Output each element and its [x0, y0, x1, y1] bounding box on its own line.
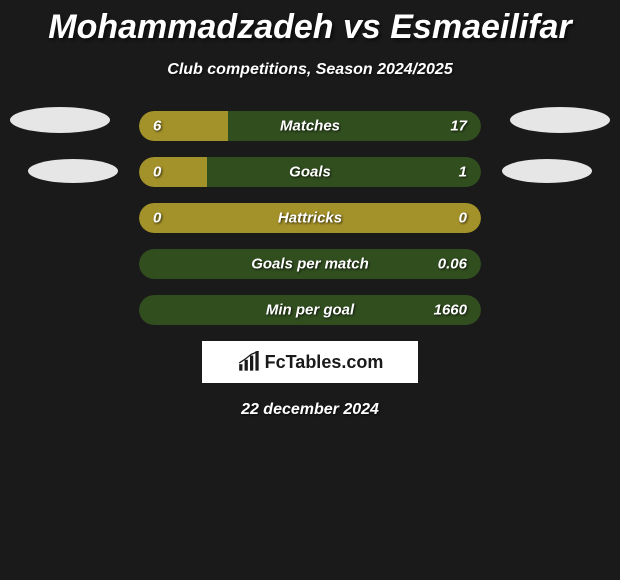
stat-value-right: 1	[459, 164, 467, 181]
player-photo-placeholder-right-1	[510, 107, 610, 133]
stat-row: 0 0 Hattricks	[139, 203, 481, 233]
stat-value-left: 0	[153, 164, 161, 181]
date-label: 22 december 2024	[0, 401, 620, 419]
bar-fill-right	[207, 157, 481, 187]
stat-value-right: 1660	[434, 302, 467, 319]
stat-row: 1660 Min per goal	[139, 295, 481, 325]
stat-value-left: 0	[153, 210, 161, 227]
stat-row: 0 1 Goals	[139, 157, 481, 187]
stat-value-right: 17	[450, 118, 467, 135]
stat-value-left: 6	[153, 118, 161, 135]
bar-fill-left	[139, 157, 207, 187]
stat-row: 0.06 Goals per match	[139, 249, 481, 279]
stat-row: 6 17 Matches	[139, 111, 481, 141]
stat-label: Min per goal	[266, 302, 354, 319]
player-photo-placeholder-left-2	[28, 159, 118, 183]
page-title: Mohammadzadeh vs Esmaeilifar	[0, 0, 620, 47]
stat-label: Hattricks	[278, 210, 342, 227]
stat-label: Goals	[289, 164, 331, 181]
comparison-chart: 6 17 Matches 0 1 Goals 0 0 Hattricks 0.06 Goals pe…	[0, 111, 620, 419]
page-subtitle: Club competitions, Season 2024/2025	[0, 61, 620, 79]
player-photo-placeholder-right-2	[502, 159, 592, 183]
stat-value-right: 0.06	[438, 256, 467, 273]
branding-badge: FcTables.com	[202, 341, 418, 383]
stat-label: Matches	[280, 118, 340, 135]
chart-icon	[237, 351, 263, 373]
player-photo-placeholder-left-1	[10, 107, 110, 133]
stat-value-right: 0	[459, 210, 467, 227]
bar-fill-right	[228, 111, 481, 141]
stat-label: Goals per match	[251, 256, 369, 273]
branding-text: FcTables.com	[265, 352, 384, 373]
